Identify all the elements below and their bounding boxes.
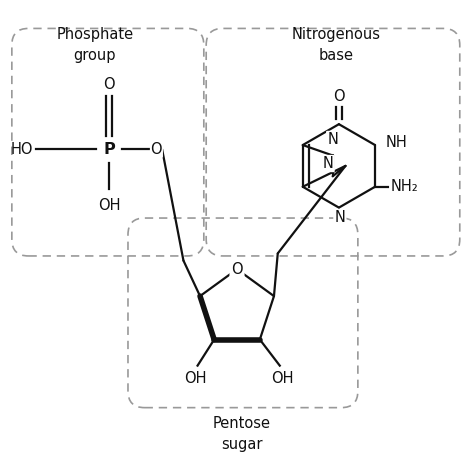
Text: N: N xyxy=(335,210,345,225)
Text: O: O xyxy=(333,89,345,104)
Text: NH₂: NH₂ xyxy=(390,179,418,194)
Text: O: O xyxy=(231,262,243,277)
Text: HO: HO xyxy=(11,142,33,157)
Text: O: O xyxy=(103,77,115,92)
Text: Nitrogenous
base: Nitrogenous base xyxy=(292,27,381,63)
Text: OH: OH xyxy=(271,371,293,386)
Text: N: N xyxy=(327,132,338,147)
Text: N: N xyxy=(323,156,334,171)
Text: P: P xyxy=(103,142,115,157)
Text: Phosphate
group: Phosphate group xyxy=(56,27,133,63)
Text: Pentose
sugar: Pentose sugar xyxy=(213,416,271,452)
Text: OH: OH xyxy=(98,198,120,213)
Text: OH: OH xyxy=(184,371,207,386)
Text: O: O xyxy=(151,142,162,157)
Text: NH: NH xyxy=(385,135,407,150)
